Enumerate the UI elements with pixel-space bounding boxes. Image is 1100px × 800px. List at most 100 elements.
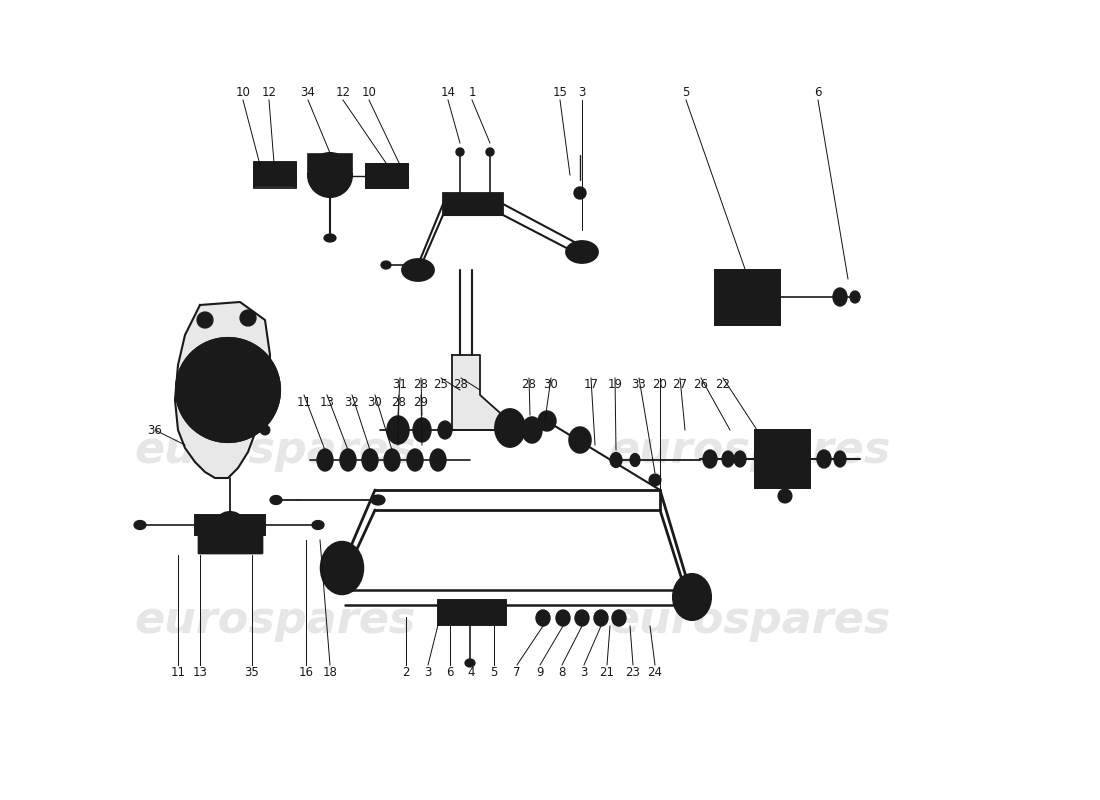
Circle shape [343,455,352,465]
Text: 28: 28 [453,378,469,391]
Ellipse shape [594,610,608,626]
Ellipse shape [630,454,640,466]
Circle shape [653,478,657,482]
Bar [195,515,265,535]
Ellipse shape [407,449,424,471]
Text: 4: 4 [468,666,475,678]
Circle shape [539,614,547,622]
Ellipse shape [574,187,586,199]
Text: 23: 23 [626,666,640,678]
Text: 20: 20 [652,378,668,391]
Circle shape [387,455,396,465]
Circle shape [575,245,589,259]
Circle shape [410,455,419,465]
Ellipse shape [612,610,626,626]
Ellipse shape [569,427,591,453]
Bar [715,270,780,325]
Circle shape [222,520,238,536]
Bar [254,164,296,188]
Circle shape [365,455,374,465]
Ellipse shape [833,288,847,306]
Text: 36: 36 [147,423,163,437]
Text: 12: 12 [336,86,351,99]
Text: 25: 25 [433,378,449,391]
Text: 17: 17 [583,378,598,391]
Ellipse shape [536,610,550,626]
Text: 32: 32 [344,395,360,409]
Text: eurospares: eurospares [609,598,891,642]
Text: 3: 3 [581,666,587,678]
Bar [755,430,810,488]
Circle shape [392,424,404,436]
Ellipse shape [566,241,598,263]
Bar [308,154,352,170]
Polygon shape [175,302,270,478]
Text: 6: 6 [814,86,822,99]
Circle shape [526,424,538,436]
Text: 33: 33 [631,378,647,391]
Circle shape [411,263,425,277]
Bar [198,535,262,553]
Text: eurospares: eurospares [134,598,416,642]
Circle shape [336,561,349,575]
Ellipse shape [412,418,431,442]
Text: 18: 18 [322,666,338,678]
Text: 24: 24 [648,666,662,678]
Circle shape [396,174,400,178]
Circle shape [320,455,330,465]
Bar [755,430,810,488]
Ellipse shape [362,449,378,471]
Bar [254,174,296,186]
Ellipse shape [381,261,390,269]
Ellipse shape [673,574,711,620]
Ellipse shape [703,450,717,468]
Ellipse shape [430,449,446,471]
Text: 3: 3 [579,86,585,99]
Circle shape [176,338,280,442]
Text: 14: 14 [440,86,455,99]
Bar [198,535,262,553]
Text: 5: 5 [491,666,497,678]
Circle shape [316,159,320,165]
Text: 26: 26 [693,378,708,391]
Ellipse shape [312,521,324,530]
Circle shape [260,355,270,365]
Ellipse shape [438,421,452,439]
Text: 19: 19 [607,378,623,391]
Text: 13: 13 [320,395,334,409]
Ellipse shape [522,417,542,443]
Text: 12: 12 [262,86,276,99]
Bar [254,174,296,186]
Ellipse shape [321,542,363,594]
Circle shape [197,312,213,328]
Circle shape [320,165,340,185]
Text: 10: 10 [235,86,251,99]
Circle shape [263,174,267,178]
Bar [438,600,506,625]
Text: 34: 34 [300,86,316,99]
Ellipse shape [538,411,556,431]
Text: 28: 28 [392,395,406,409]
Circle shape [326,171,334,179]
Ellipse shape [270,495,282,505]
Text: 16: 16 [298,666,314,678]
Text: 8: 8 [559,666,565,678]
Text: 30: 30 [367,395,383,409]
Text: 9: 9 [537,666,543,678]
Ellipse shape [575,610,589,626]
Circle shape [244,314,252,322]
Circle shape [578,614,586,622]
Ellipse shape [384,449,400,471]
Text: 11: 11 [297,395,311,409]
Text: 5: 5 [682,86,690,99]
Ellipse shape [387,416,409,444]
Text: 22: 22 [715,378,730,391]
Circle shape [417,425,427,435]
Text: 1: 1 [469,86,475,99]
Text: 27: 27 [672,378,688,391]
Ellipse shape [324,234,336,242]
Ellipse shape [556,610,570,626]
Text: 28: 28 [521,378,537,391]
Ellipse shape [834,451,846,467]
Circle shape [283,174,287,178]
